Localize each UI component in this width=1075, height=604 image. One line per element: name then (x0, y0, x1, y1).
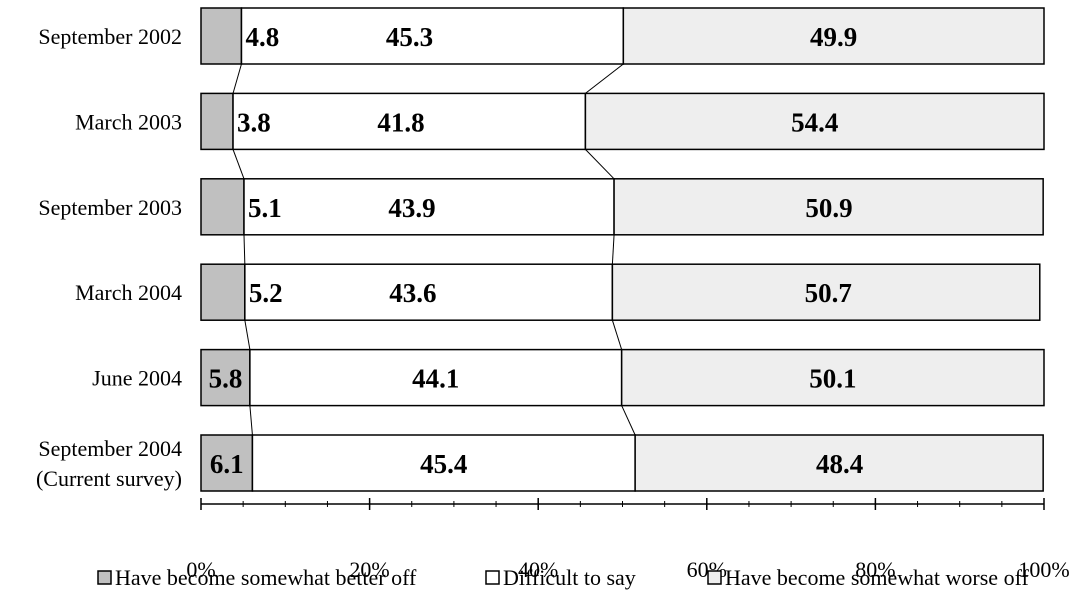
connector-line (232, 149, 245, 179)
category-label: September 2002 (38, 24, 182, 49)
bar-segment (249, 348, 623, 407)
x-tick-label: 0% (186, 557, 215, 582)
data-label: 50.7 (805, 278, 852, 308)
bar-segment (200, 434, 254, 492)
legend-swatch (97, 570, 112, 585)
category-label: (Current survey) (36, 466, 182, 491)
bar-segment (200, 348, 251, 407)
category-label: March 2003 (75, 109, 182, 134)
legend-swatch (707, 570, 722, 585)
category-label: September 2004 (38, 436, 182, 461)
data-label: 54.4 (791, 107, 838, 137)
data-label: 44.1 (412, 364, 459, 394)
connector-line (611, 234, 615, 265)
data-label: 50.1 (809, 364, 856, 394)
data-label: 6.1 (210, 449, 244, 479)
data-label: 45.4 (420, 449, 467, 479)
data-label: 4.8 (245, 22, 279, 52)
bar-segment (613, 178, 1044, 236)
bar-segment (240, 7, 625, 65)
legend-label: Have become somewhat better off (115, 565, 417, 590)
data-label: 43.6 (389, 278, 436, 308)
data-label: 5.8 (209, 364, 243, 394)
bar-segment (634, 434, 1044, 492)
x-tick-label: 20% (349, 557, 389, 582)
legend-label: Have become somewhat worse off (725, 565, 1029, 590)
data-label: 48.4 (816, 449, 863, 479)
category-label: June 2004 (92, 366, 182, 391)
category-label: March 2004 (75, 280, 182, 305)
x-tick-label: 100% (1018, 557, 1069, 582)
connector-line (232, 63, 242, 94)
connector-line (585, 63, 624, 94)
data-label: 3.8 (237, 107, 271, 137)
bar-segment (200, 178, 245, 236)
bar-segment (584, 92, 1045, 151)
bar-segment (244, 263, 614, 321)
data-label: 49.9 (810, 22, 857, 52)
connector-line (621, 405, 636, 436)
bar-segment (620, 348, 1045, 407)
x-tick-label: 40% (518, 557, 558, 582)
bar-segment (200, 92, 234, 151)
data-label: 50.9 (805, 193, 852, 223)
connector-line (244, 320, 251, 350)
bar-segment (622, 7, 1045, 65)
bar-segment (243, 178, 615, 236)
category-label: September 2003 (38, 195, 182, 220)
bar-segment (200, 263, 246, 321)
data-label: 41.8 (377, 107, 424, 137)
data-label: 43.9 (388, 193, 435, 223)
bar-segment (200, 7, 243, 65)
data-label: 45.3 (386, 22, 433, 52)
connector-line (585, 149, 615, 180)
bar-segment (232, 92, 587, 151)
legend-swatch (485, 570, 500, 585)
connector-line (611, 320, 623, 350)
data-label: 5.2 (249, 278, 283, 308)
connector-line (249, 405, 253, 436)
connector-line (243, 234, 246, 265)
data-label: 5.1 (248, 193, 282, 223)
x-tick-label: 80% (855, 557, 895, 582)
legend-label: Difficult to say (503, 565, 636, 590)
bar-segment (611, 263, 1041, 321)
bar-segment (251, 434, 636, 492)
